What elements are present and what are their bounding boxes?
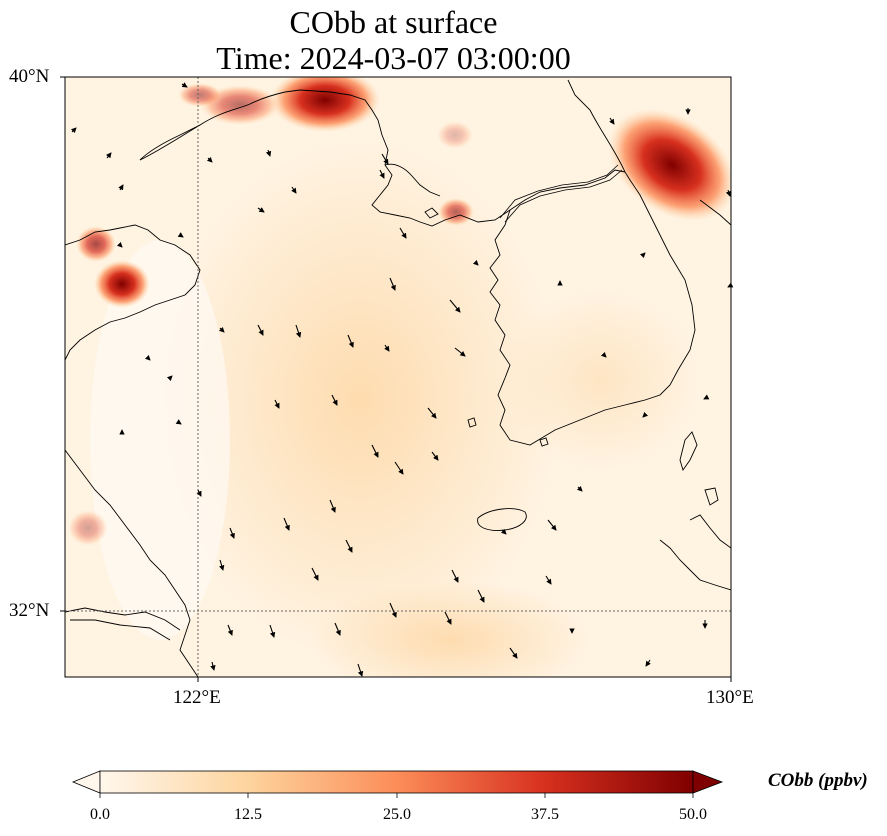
wind-arrow bbox=[427, 407, 437, 419]
wind-arrow bbox=[609, 117, 615, 125]
wind-arrow bbox=[311, 567, 319, 581]
cobb-field bbox=[65, 77, 731, 677]
wind-arrow bbox=[509, 647, 518, 659]
wind-arrow bbox=[642, 411, 649, 418]
wind-arrow bbox=[545, 575, 552, 585]
chart-title-line2: Time: 2024-03-07 03:00:00 bbox=[216, 40, 571, 76]
wind-arrow bbox=[576, 485, 583, 492]
wind-arrow bbox=[334, 622, 341, 636]
colorbar-tick-3: 37.5 bbox=[531, 806, 559, 823]
wind-arrow bbox=[703, 394, 710, 400]
wind-arrow bbox=[218, 326, 225, 333]
coastlines bbox=[65, 79, 731, 677]
wind-arrow bbox=[454, 347, 466, 357]
wind-arrow bbox=[70, 127, 77, 134]
wind-arrow bbox=[210, 661, 216, 671]
wind-arrow bbox=[381, 153, 389, 165]
wind-arrow bbox=[547, 519, 557, 531]
wind-arrow bbox=[389, 602, 397, 618]
wind-arrow bbox=[257, 324, 264, 336]
wind-arrow bbox=[347, 334, 354, 348]
wind-arrow bbox=[269, 624, 276, 638]
wind-arrow bbox=[265, 149, 272, 157]
wind-arrow bbox=[105, 152, 112, 159]
gridlines bbox=[65, 77, 731, 677]
wind-arrow bbox=[206, 156, 213, 163]
wind-arrow bbox=[399, 227, 407, 239]
wind-arrow bbox=[345, 539, 353, 553]
wind-arrow bbox=[175, 419, 182, 425]
axis-ticks bbox=[60, 76, 732, 682]
lat-tick-40: 40°N bbox=[9, 66, 50, 87]
colorbar-tick-0: 0.0 bbox=[90, 806, 110, 823]
wind-arrow bbox=[295, 324, 302, 338]
wind-arrow bbox=[725, 189, 732, 197]
wind-arrow bbox=[389, 277, 396, 291]
wind-arrow bbox=[639, 252, 646, 259]
wind-arrow bbox=[444, 611, 452, 625]
wind-arrow bbox=[394, 461, 404, 475]
wind-arrow bbox=[219, 559, 225, 571]
wind-arrow bbox=[274, 399, 280, 409]
chart-title-line1: CObb at surface bbox=[289, 4, 498, 40]
wind-arrow bbox=[357, 663, 364, 677]
lon-tick-122: 122°E bbox=[173, 687, 221, 708]
wind-vectors bbox=[70, 82, 734, 677]
wind-arrow bbox=[229, 527, 235, 539]
wind-arrow bbox=[177, 232, 184, 238]
colorbar-tick-1: 12.5 bbox=[234, 806, 262, 823]
wind-arrow bbox=[166, 375, 173, 382]
hotspot-northeast bbox=[608, 108, 731, 222]
wind-arrow bbox=[257, 207, 265, 213]
colorbar-label: CObb (ppbv) bbox=[768, 770, 868, 791]
colorbar bbox=[71, 770, 724, 798]
lon-tick-130: 130°E bbox=[706, 687, 754, 708]
wind-arrow bbox=[331, 394, 338, 406]
colorbar-tick-4: 50.0 bbox=[679, 806, 707, 823]
wind-arrow bbox=[472, 259, 479, 266]
wind-arrow bbox=[371, 444, 379, 458]
wind-arrow bbox=[116, 241, 123, 248]
wind-arrow bbox=[144, 354, 151, 361]
colorbar-tick-2: 25.0 bbox=[383, 806, 411, 823]
wind-arrow bbox=[645, 659, 651, 667]
wind-arrow bbox=[384, 344, 390, 352]
lat-tick-32: 32°N bbox=[9, 600, 50, 621]
wind-arrow bbox=[451, 569, 459, 583]
wind-arrow bbox=[379, 169, 385, 179]
wind-arrow bbox=[431, 451, 439, 461]
wind-arrow bbox=[500, 528, 507, 535]
wind-arrow bbox=[329, 499, 336, 513]
wind-arrow bbox=[600, 351, 607, 358]
wind-arrow bbox=[227, 624, 233, 636]
hotspot-north bbox=[270, 77, 380, 132]
wind-arrow bbox=[196, 489, 202, 497]
wind-arrow bbox=[118, 184, 124, 191]
wind-arrow bbox=[181, 82, 188, 88]
wind-arrow bbox=[291, 186, 297, 194]
hotspot-west bbox=[94, 260, 150, 308]
wind-arrow bbox=[283, 517, 290, 531]
wind-arrow bbox=[449, 299, 461, 313]
wind-arrow bbox=[477, 589, 485, 603]
map-frame bbox=[64, 76, 732, 678]
